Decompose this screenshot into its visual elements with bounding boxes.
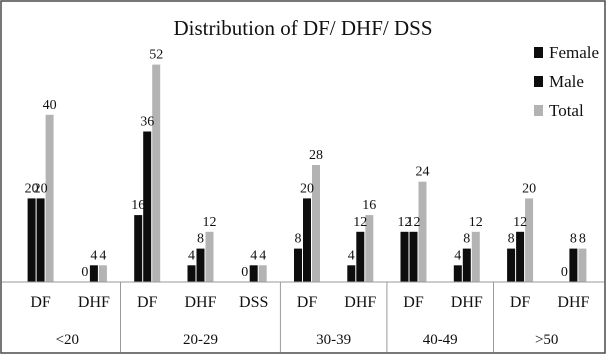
category-label-2: DF: [137, 294, 158, 311]
bar-total-0: [45, 114, 54, 282]
bar-male-2: [143, 131, 152, 282]
value-label-total-4: 4: [259, 248, 266, 263]
bar-female-3: [187, 265, 196, 282]
bar-total-7: [418, 181, 427, 282]
category-label-5: DF: [297, 294, 318, 311]
value-label-female-4: 0: [241, 265, 248, 280]
bar-male-0: [36, 198, 45, 282]
group-label-4: >50: [535, 332, 558, 348]
legend-swatch-female: [534, 47, 543, 58]
separators: [2, 281, 604, 352]
category-labels: DF DHF DF DHF DSS DF DHF DF DHF DF DHF: [30, 294, 589, 311]
value-label-female-5: 8: [295, 232, 302, 247]
value-label-male-4: 4: [250, 248, 257, 263]
legend-label-male: Male: [549, 72, 584, 91]
bar-female-7: [400, 231, 409, 282]
value-label-male-7: 12: [407, 215, 421, 230]
legend-swatch-total: [534, 105, 543, 116]
value-label-female-8: 4: [454, 248, 461, 263]
legend: Female Male Total: [534, 43, 599, 120]
bar-female-2: [134, 215, 143, 282]
bar-total-8: [471, 231, 480, 282]
value-label-male-3: 8: [197, 232, 204, 247]
value-label-total-2: 52: [149, 48, 163, 63]
bar-total-4: [258, 265, 267, 282]
group-label-0: <20: [56, 332, 79, 348]
chart-title: Distribution of DF/ DHF/ DSS: [173, 16, 432, 40]
value-label-male-8: 8: [463, 232, 470, 247]
group-label-1: 20-29: [183, 332, 218, 348]
bar-male-10: [569, 248, 578, 282]
legend-label-total: Total: [549, 101, 584, 120]
value-label-female-6: 4: [348, 248, 355, 263]
value-label-total-0: 40: [43, 98, 57, 113]
value-label-male-6: 12: [353, 215, 367, 230]
category-label-3: DHF: [184, 294, 216, 311]
value-label-total-9: 20: [522, 181, 536, 196]
value-label-female-1: 0: [81, 265, 88, 280]
value-label-total-3: 12: [203, 215, 217, 230]
bars: [27, 64, 587, 282]
value-label-total-6: 16: [362, 198, 376, 213]
value-label-female-3: 4: [188, 248, 195, 263]
value-label-male-1: 4: [90, 248, 97, 263]
value-label-female-0: 20: [25, 181, 39, 196]
value-label-male-9: 12: [513, 215, 527, 230]
value-label-male-5: 20: [300, 181, 314, 196]
bar-total-6: [365, 215, 374, 282]
bar-total-9: [525, 198, 534, 282]
value-label-total-7: 24: [416, 165, 430, 180]
category-label-6: DHF: [344, 294, 376, 311]
bar-total-5: [312, 165, 320, 282]
bar-female-6: [347, 265, 356, 282]
bar-female-9: [507, 248, 516, 282]
value-label-total-1: 4: [99, 248, 106, 263]
bar-female-8: [453, 265, 462, 282]
group-label-3: 40-49: [423, 332, 458, 348]
bar-total-2: [152, 64, 161, 282]
value-label-female-10: 0: [561, 265, 568, 280]
value-label-total-10: 8: [579, 232, 586, 247]
value-label-female-2: 16: [131, 198, 145, 213]
category-label-8: DHF: [451, 294, 483, 311]
value-label-female-7: 12: [398, 215, 412, 230]
bar-male-9: [516, 231, 525, 282]
category-label-10: DHF: [557, 294, 589, 311]
legend-swatch-male: [534, 76, 543, 87]
bar-male-1: [89, 265, 98, 282]
category-label-7: DF: [403, 294, 424, 311]
bar-male-4: [249, 265, 258, 282]
value-label-male-10: 8: [570, 232, 577, 247]
value-label-male-2: 36: [140, 115, 154, 130]
bar-male-8: [462, 248, 471, 282]
bar-total-3: [205, 231, 214, 282]
bar-male-6: [356, 231, 365, 282]
group-labels: <20 20-29 30-39 40-49 >50: [56, 332, 559, 348]
category-label-0: DF: [30, 294, 51, 311]
value-label-total-8: 12: [469, 215, 483, 230]
bar-female-0: [27, 198, 36, 282]
value-label-female-9: 8: [508, 232, 515, 247]
group-label-2: 30-39: [316, 332, 351, 348]
bar-male-7: [409, 231, 418, 282]
category-label-4: DSS: [239, 294, 268, 311]
category-label-9: DF: [510, 294, 531, 311]
bar-total-1: [98, 265, 107, 282]
legend-label-female: Female: [549, 43, 599, 62]
value-label-male-0: 20: [34, 181, 48, 196]
bar-female-5: [294, 248, 302, 282]
value-label-total-5: 28: [309, 148, 323, 163]
category-label-1: DHF: [78, 294, 110, 311]
bar-male-5: [303, 198, 311, 282]
bar-total-10: [578, 248, 587, 282]
bar-male-3: [196, 248, 205, 282]
